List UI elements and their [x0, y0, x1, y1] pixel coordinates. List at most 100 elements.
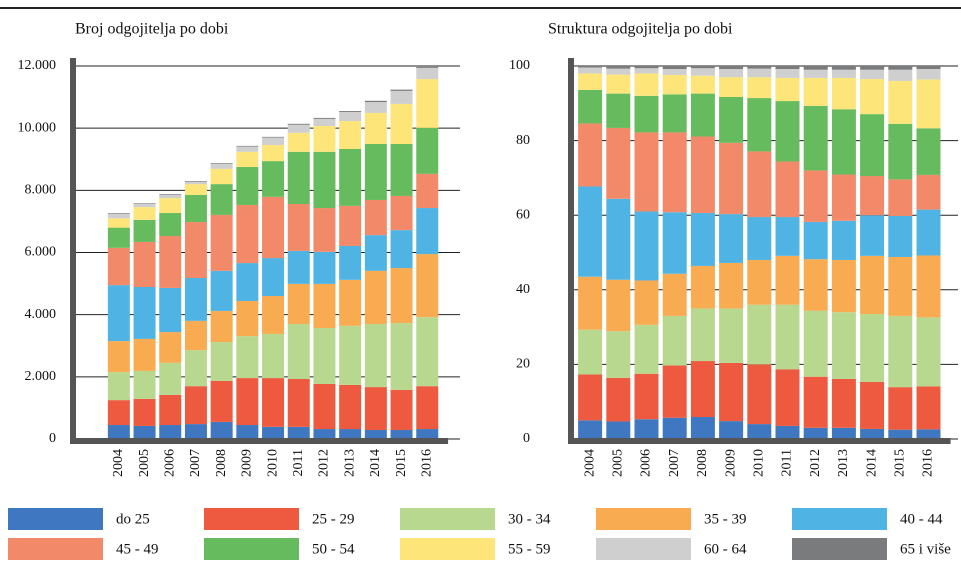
bar-segment	[803, 259, 828, 311]
bar-segment	[313, 328, 336, 384]
bar-segment	[719, 68, 744, 78]
bar-segment	[831, 77, 856, 110]
bar-segment	[390, 389, 413, 430]
x-tick-label: 2008	[695, 449, 710, 477]
legend-swatch	[400, 538, 495, 560]
bar-segment	[210, 162, 233, 164]
legend-swatch	[400, 508, 495, 530]
bar-segment	[803, 427, 828, 439]
bar-segment	[662, 68, 687, 75]
bar-segment	[236, 263, 259, 301]
bar-segment	[860, 114, 885, 177]
bar-segment	[159, 332, 182, 363]
bar-segment	[747, 259, 772, 305]
bar-segment	[719, 421, 744, 439]
bar-segment	[916, 386, 941, 430]
bar-segment	[107, 213, 130, 219]
bar-segment	[831, 378, 856, 428]
bar-segment	[634, 324, 659, 374]
bar-segment	[775, 66, 800, 69]
bar-segment	[416, 173, 439, 209]
bar-segment	[210, 163, 233, 169]
bar-segment	[416, 254, 439, 318]
legend-swatch	[596, 538, 691, 560]
bar-segment	[107, 372, 130, 401]
bar-segment	[107, 341, 130, 373]
bar-segment	[262, 333, 285, 379]
bar-segment	[775, 425, 800, 439]
bar-segment	[747, 424, 772, 439]
bar-segment	[860, 79, 885, 115]
bar-segment	[803, 376, 828, 428]
bar-segment	[860, 66, 885, 70]
bar-segment	[133, 204, 156, 208]
bar-segment	[719, 77, 744, 97]
bar-segment	[133, 203, 156, 205]
bar-segment	[287, 283, 310, 324]
bar-segment	[606, 74, 631, 94]
bar-segment	[313, 283, 336, 329]
bar-segment	[364, 144, 387, 200]
bar-segment	[831, 109, 856, 175]
bar-segment	[831, 220, 856, 260]
bar-segment	[287, 132, 310, 152]
bar-segment	[313, 117, 336, 119]
bar-segment	[606, 279, 631, 332]
bar-segment	[210, 310, 233, 343]
x-tick-label: 2012	[808, 449, 823, 477]
y-tick-label: 6.000	[25, 245, 57, 260]
bar-segment	[860, 176, 885, 216]
bar-segment	[287, 151, 310, 205]
bar-segment	[803, 66, 828, 70]
bar-segment	[831, 66, 856, 70]
bar-segment	[133, 338, 156, 371]
bar-segment	[606, 66, 631, 69]
bar-segment	[390, 90, 413, 104]
bar-segment	[390, 323, 413, 390]
bar-segment	[747, 77, 772, 99]
bar-segment	[690, 93, 715, 137]
bar-segment	[236, 300, 259, 337]
bar-segment	[634, 211, 659, 281]
bar-segment	[287, 250, 310, 284]
bar-segment	[313, 125, 336, 152]
bar-segment	[860, 69, 885, 80]
bar-segment	[831, 174, 856, 221]
bar-segment	[339, 121, 362, 149]
bar-segment	[159, 194, 182, 199]
bar-segment	[262, 196, 285, 259]
bar-segment	[719, 362, 744, 422]
bar-segment	[339, 112, 362, 122]
bar-segment	[719, 308, 744, 363]
x-tick-label: 2015	[394, 449, 409, 477]
x-tick-label: 2014	[864, 449, 879, 477]
bar-segment	[578, 186, 603, 277]
bar-segment	[262, 296, 285, 334]
legend-swatch	[204, 538, 299, 560]
bar-segment	[662, 94, 687, 133]
bar-segment	[888, 66, 913, 70]
bar-segment	[916, 68, 941, 80]
bar-segment	[578, 276, 603, 330]
y-tick-label: 80	[516, 133, 530, 148]
bar-segment	[916, 209, 941, 256]
bar-segment	[690, 66, 715, 69]
bar-segment	[159, 287, 182, 333]
x-tick-label: 2010	[265, 449, 280, 477]
bar-segment	[416, 386, 439, 430]
bar-segment	[159, 198, 182, 214]
bar-segment	[107, 425, 130, 439]
x-tick-label: 2014	[368, 449, 383, 477]
bar-segment	[916, 174, 941, 210]
bar-segment	[236, 145, 259, 147]
bar-segment	[634, 73, 659, 96]
bar-segment	[888, 69, 913, 81]
bar-segment	[339, 429, 362, 439]
bar-segment	[262, 378, 285, 427]
bar-segment	[133, 219, 156, 242]
legend-label: 30 - 34	[508, 511, 551, 527]
bar-segment	[662, 66, 687, 69]
bar-segment	[313, 151, 336, 209]
bar-segment	[634, 373, 659, 420]
